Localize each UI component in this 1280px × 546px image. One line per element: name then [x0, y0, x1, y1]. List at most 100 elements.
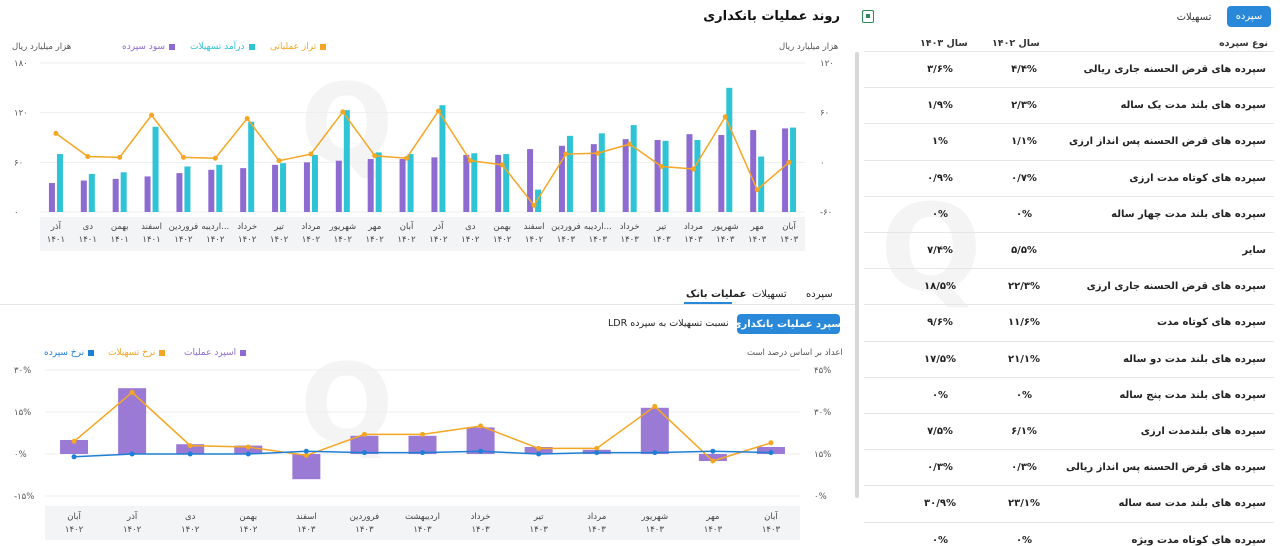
point-deposit-rate	[594, 450, 600, 456]
bar-deposit-profit	[431, 157, 438, 212]
point-operating-balance	[467, 158, 473, 164]
value-1403-cell: ۰/۳%	[927, 462, 953, 474]
subtab-facilities[interactable]: تسهیلات	[752, 289, 787, 300]
point-facility-rate	[594, 445, 600, 451]
value-1402-cell: ۱۱/۶%	[1008, 317, 1040, 329]
left-tick-label: ۳۰%	[14, 366, 31, 376]
legend-deposit-profit: سود سپرده	[122, 42, 176, 52]
point-deposit-rate	[536, 451, 542, 457]
subtab-bank-operations[interactable]: عملیات بانک	[686, 289, 747, 300]
point-deposit-rate	[652, 450, 658, 456]
x-tick-year: ۱۴۰۳	[557, 235, 576, 245]
point-deposit-rate	[71, 454, 77, 460]
bar-facility-income	[407, 154, 414, 212]
x-tick-year: ۱۴۰۲	[461, 235, 480, 245]
legend-facility-income: درآمد تسهیلات	[190, 42, 255, 52]
x-tick-year: ۱۴۰۲	[181, 525, 200, 535]
point-operating-balance	[372, 153, 378, 159]
point-deposit-rate	[420, 450, 425, 456]
value-1402-cell: ۰%	[1015, 208, 1033, 220]
point-facility-rate	[361, 431, 367, 437]
bar-operating-spread	[176, 444, 205, 454]
x-tick-month: اسفند	[141, 222, 162, 232]
point-operating-balance	[627, 141, 633, 147]
point-operating-balance	[180, 154, 186, 160]
x-tick-month: شهریور	[329, 222, 357, 232]
bar-deposit-profit	[144, 176, 151, 212]
deposit-type-cell: سپرده های قرض الحسنه پس انداز ریالی	[1065, 462, 1266, 474]
top-chart: ۱۸۰ ۱۲۰ ۶۰ ۰ ۱۲۰ ۶۰ ۰ -۶۰ آذر ۱۴۰۱ دی ۱۴۰۱ بهمن ۱۴۰۱ ا…	[14, 59, 834, 251]
scrollbar[interactable]	[855, 52, 859, 498]
point-operating-balance	[659, 163, 665, 169]
x-tick-month: آذر	[432, 220, 444, 232]
value-1402-cell: ۶/۱%	[1011, 426, 1037, 438]
x-axis-band	[40, 217, 805, 251]
subtab-deposit[interactable]: سپرده	[806, 289, 833, 300]
tab-deposit[interactable]: سپرده	[1227, 6, 1271, 27]
bar-operating-spread	[408, 435, 437, 454]
right-tick-label: ۶۰	[820, 109, 829, 119]
x-tick-year: ۱۴۰۲	[123, 525, 142, 535]
bar-deposit-profit	[622, 139, 629, 212]
x-tick-year: ۱۴۰۱	[142, 235, 160, 245]
value-1403-cell: ۰%	[931, 208, 949, 220]
x-tick-year: ۱۴۰۳	[297, 525, 316, 535]
bar-deposit-profit	[782, 128, 789, 212]
point-operating-balance	[531, 202, 537, 208]
right-tick-label: ۱۲۰	[820, 59, 834, 69]
right-tick-label: ۴۵%	[814, 366, 831, 376]
left-tick-label: ۱۵%	[14, 408, 31, 418]
x-tick-month: اردیبه...	[584, 222, 612, 232]
x-tick-year: ۱۴۰۳	[762, 525, 781, 535]
subtab-active-underline	[684, 302, 732, 304]
x-tick-year: ۱۴۰۲	[302, 235, 321, 245]
bar-deposit-profit	[303, 162, 310, 212]
x-tick-year: ۱۴۰۱	[47, 235, 65, 245]
x-tick-year: ۱۴۰۲	[366, 235, 385, 245]
value-1403-cell: ۰%	[931, 389, 949, 401]
bar-facility-income	[790, 127, 797, 212]
point-operating-balance	[722, 114, 728, 120]
point-operating-balance	[276, 158, 282, 164]
x-tick-month: اسفند	[296, 512, 317, 522]
value-1403-cell: ۰%	[931, 534, 949, 546]
bar-operating-spread	[234, 445, 263, 454]
x-tick-month: شهریور	[641, 512, 669, 522]
bar-deposit-profit	[558, 145, 565, 212]
x-tick-year: ۱۴۰۱	[111, 235, 129, 245]
x-tick-month: شهریور	[711, 222, 739, 232]
x-tick-year: ۱۴۰۲	[493, 235, 512, 245]
point-operating-balance	[595, 150, 601, 156]
x-tick-month: فروردین	[169, 222, 199, 232]
x-tick-year: ۱۴۰۳	[530, 525, 549, 535]
point-operating-balance	[117, 154, 123, 160]
value-1403-cell: ۳/۶%	[927, 64, 953, 76]
tab-facilities[interactable]: تسهیلات	[1176, 11, 1212, 23]
point-operating-balance	[786, 159, 792, 165]
point-facility-rate	[536, 445, 542, 451]
value-1403-cell: ۱%	[931, 136, 949, 148]
table-row: سپرده های بلند مدت چهار ساله ۰% ۰%	[864, 197, 1274, 233]
deposit-type-cell: سپرده های بلند مدت چهار ساله	[1111, 208, 1266, 220]
bar-deposit-profit	[495, 154, 502, 212]
x-tick-year: ۱۴۰۳	[646, 525, 665, 535]
x-tick-month: مهر	[705, 512, 719, 522]
bar-deposit-profit	[176, 173, 183, 212]
x-tick-year: ۱۴۰۲	[239, 525, 258, 535]
point-facility-rate	[245, 444, 251, 450]
spread-button[interactable]: اسپرد عملیات بانکداری	[732, 314, 845, 334]
point-deposit-rate	[710, 448, 716, 454]
point-deposit-rate	[478, 448, 484, 454]
legend-operating-balance: تراز عملیاتی	[270, 42, 327, 52]
bar-deposit-profit	[272, 164, 279, 212]
value-1402-cell: ۱/۱%	[1011, 136, 1037, 148]
table-row: سپرده های بلند مدت یک ساله ۲/۳% ۱/۹%	[864, 88, 1274, 125]
ldr-tab[interactable]: نسبت تسهیلات به سپرده LDR	[608, 318, 729, 329]
excel-export-icon[interactable]	[862, 10, 874, 23]
right-tick-label: ۰%	[814, 492, 827, 502]
x-tick-month: آذر	[126, 510, 138, 522]
bar-facility-income	[216, 164, 223, 212]
bar-facility-income	[662, 140, 669, 212]
x-tick-year: ۱۴۰۲	[334, 235, 353, 245]
bar-deposit-profit	[718, 135, 725, 212]
